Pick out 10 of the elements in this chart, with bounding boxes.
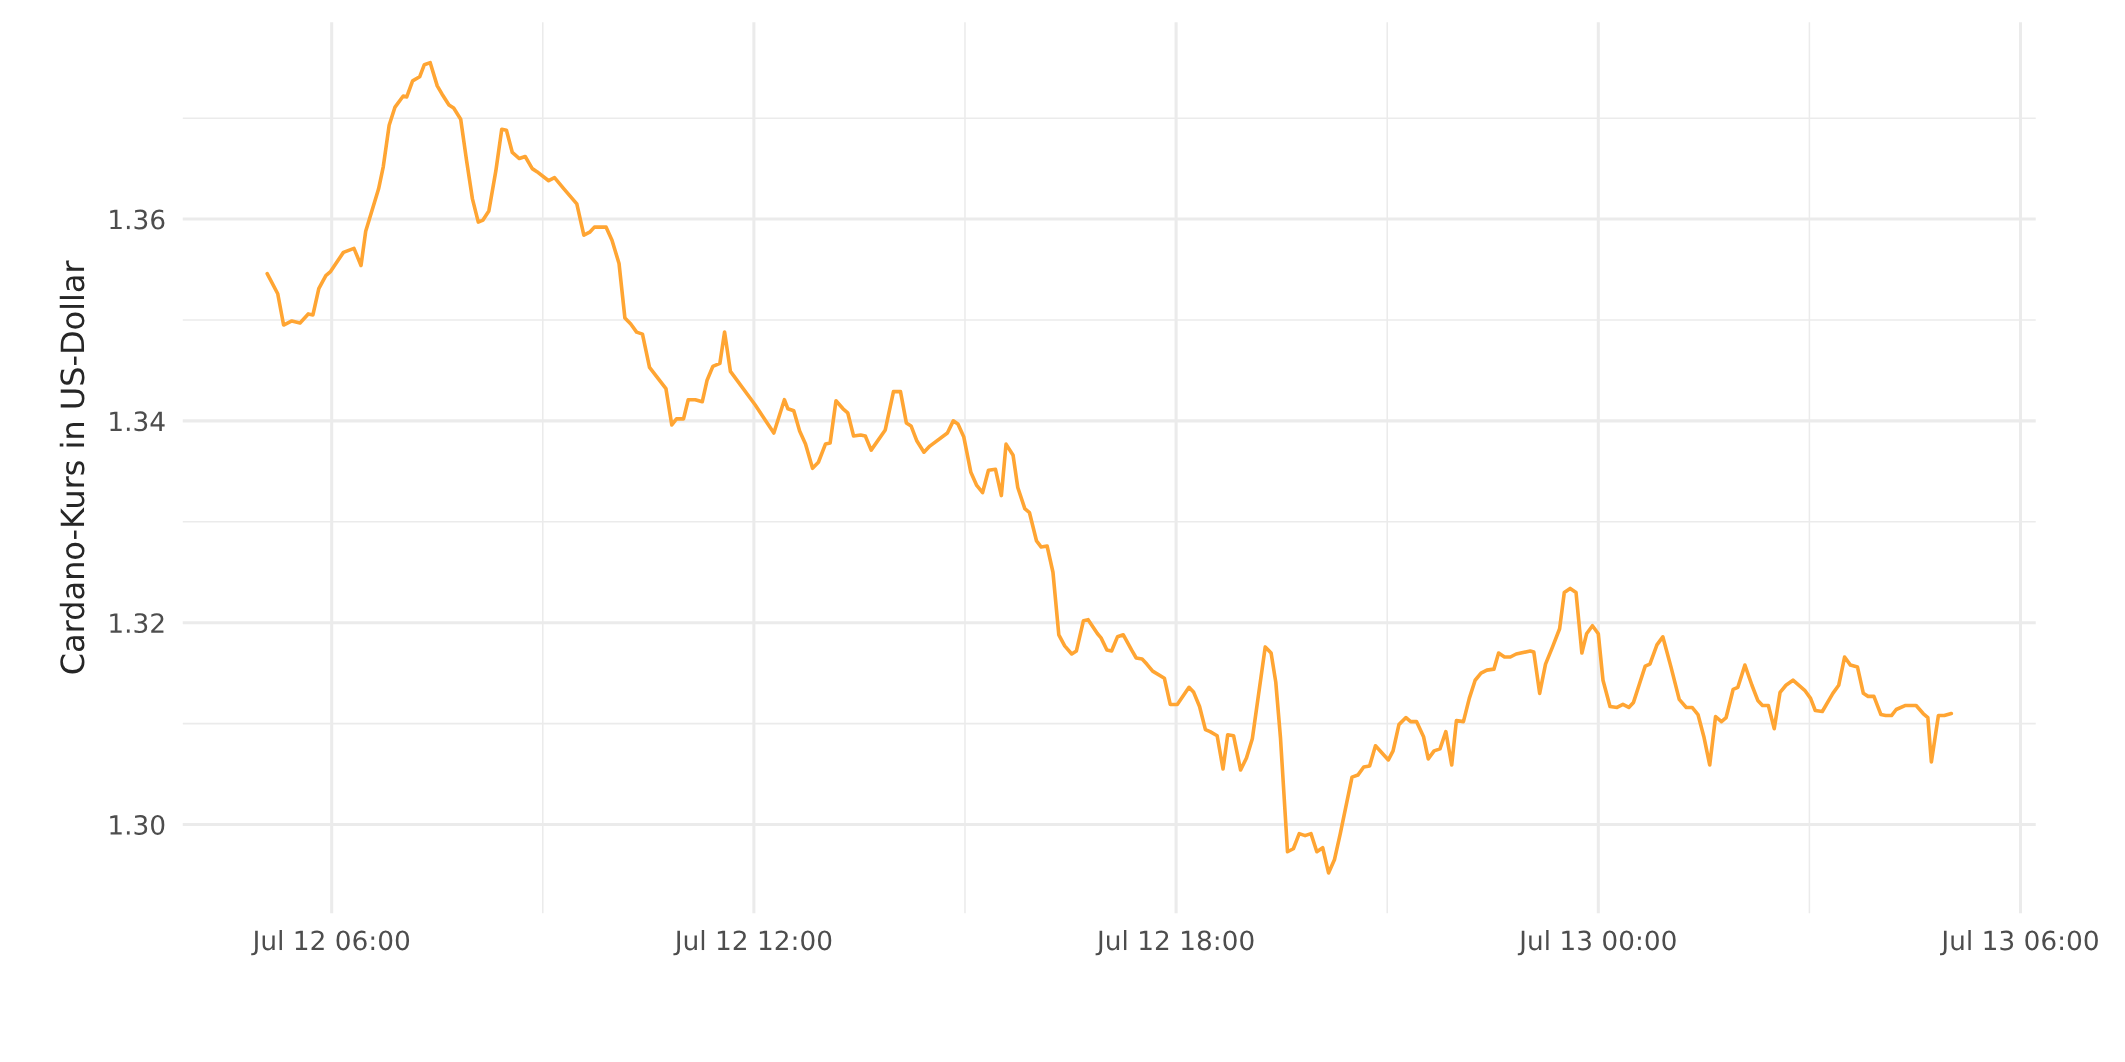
x-tick-label: Jul 13 00:00 [1517,929,1676,956]
y-tick-label: 1.34 [110,411,165,432]
x-tick-label: Jul 13 06:00 [1940,929,2098,956]
y-tick-label: 1.30 [110,814,165,835]
x-tick-label: Jul 12 06:00 [251,929,410,956]
x-tick-label: Jul 12 12:00 [673,929,832,956]
y-axis-title: Cardano-Kurs in US-Dollar [59,260,85,674]
y-tick-label: 1.36 [110,209,165,230]
x-tick-label: Jul 12 18:00 [1095,929,1254,956]
y-tick-label: 1.32 [110,613,164,634]
